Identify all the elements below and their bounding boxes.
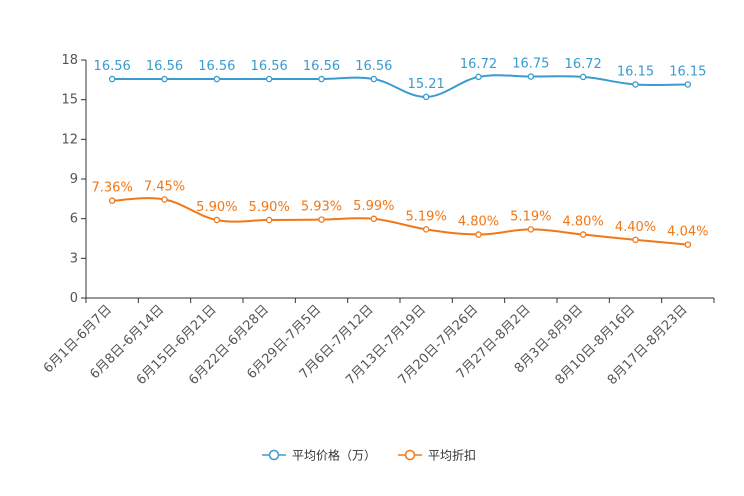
legend-item-avg-discount[interactable]: 平均折扣 <box>398 448 476 463</box>
data-label: 4.80% <box>458 215 499 230</box>
data-point[interactable] <box>422 93 430 101</box>
data-point[interactable] <box>213 75 221 83</box>
y-tick-label: 18 <box>61 53 78 68</box>
data-label: 5.90% <box>196 200 237 215</box>
data-label: 4.80% <box>563 215 604 230</box>
data-point[interactable] <box>108 75 116 83</box>
series-avg-price: 16.56 16.56 16.56 16.56 16.56 16.56 15.21 16.72… <box>94 57 706 101</box>
data-label: 4.40% <box>615 220 656 235</box>
data-point[interactable] <box>108 197 116 204</box>
data-point[interactable] <box>527 226 535 233</box>
series-line <box>112 74 688 98</box>
y-tick-label: 12 <box>61 132 78 147</box>
legend-marker <box>404 449 416 461</box>
data-point[interactable] <box>318 75 325 83</box>
data-point[interactable] <box>161 196 168 203</box>
data-point[interactable] <box>579 231 587 238</box>
data-label: 5.19% <box>510 209 551 224</box>
data-label: 16.56 <box>303 59 340 74</box>
series-avg-discount: 7.36% 7.45% 5.90% 5.90% 5.93% 5.99% 5.19% 4.80%… <box>92 179 708 248</box>
data-label: 15.21 <box>408 77 445 92</box>
data-point[interactable] <box>527 73 535 80</box>
data-point[interactable] <box>475 231 482 238</box>
data-label: 5.90% <box>249 200 290 215</box>
data-point[interactable] <box>370 75 378 83</box>
legend-marker <box>268 449 280 461</box>
y-tick-label: 6 <box>70 212 78 227</box>
data-point[interactable] <box>632 236 639 244</box>
data-label: 5.99% <box>353 199 394 214</box>
data-label: 16.72 <box>460 57 497 72</box>
series-line <box>112 197 688 246</box>
data-point[interactable] <box>684 81 692 88</box>
data-label: 16.15 <box>669 64 706 79</box>
y-tick-label: 3 <box>70 251 78 266</box>
data-point[interactable] <box>422 226 430 233</box>
data-point[interactable] <box>265 216 273 224</box>
legend-label: 平均折扣 <box>428 448 476 463</box>
data-label: 16.72 <box>565 57 602 72</box>
data-point[interactable] <box>579 73 587 81</box>
series-layer: 16.56 16.56 16.56 16.56 16.56 16.56 15.21 16.72… <box>92 57 708 248</box>
data-point[interactable] <box>213 216 221 224</box>
data-label: 7.45% <box>144 179 185 194</box>
data-label: 5.93% <box>301 200 342 215</box>
y-tick-label: 0 <box>70 291 78 306</box>
data-point[interactable] <box>475 73 482 81</box>
legend-label: 平均价格（万） <box>292 448 376 463</box>
data-label: 5.19% <box>406 209 447 224</box>
y-tick-label: 15 <box>61 93 78 108</box>
data-label: 16.56 <box>355 59 392 74</box>
data-label: 16.56 <box>251 59 288 74</box>
data-point[interactable] <box>161 75 168 83</box>
data-label: 16.56 <box>198 59 235 74</box>
data-point[interactable] <box>318 216 325 223</box>
data-label: 16.15 <box>617 64 654 79</box>
data-label: 16.56 <box>146 59 183 74</box>
data-label: 4.04% <box>667 225 708 240</box>
data-point[interactable] <box>370 215 378 223</box>
data-point[interactable] <box>684 241 692 248</box>
legend-item-avg-price[interactable]: 平均价格（万） <box>262 448 376 463</box>
data-point[interactable] <box>632 81 639 88</box>
y-tick-label: 9 <box>70 172 78 187</box>
data-label: 7.36% <box>92 181 133 196</box>
data-label: 16.56 <box>94 59 131 74</box>
data-label: 16.75 <box>512 57 549 72</box>
axes: 03691215186月1日-6月7日6月8日-6月14日6月15日-6月21日… <box>41 53 715 388</box>
legend[interactable]: 平均价格（万） 平均折扣 <box>262 448 476 463</box>
data-point[interactable] <box>265 75 273 83</box>
